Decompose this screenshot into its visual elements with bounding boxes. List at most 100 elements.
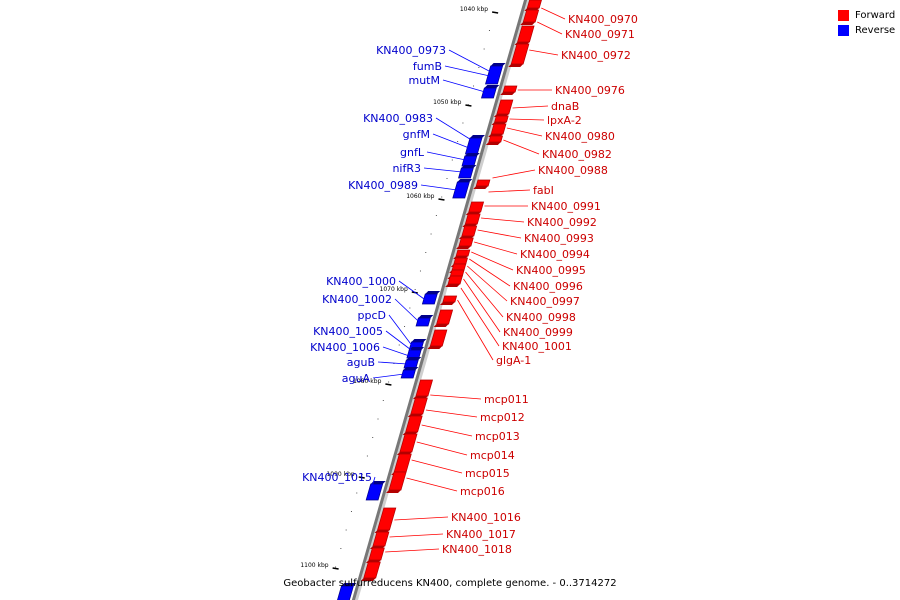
- tick-mark: [465, 104, 472, 107]
- reverse-gene-label: gnfL: [400, 146, 425, 159]
- minor-tick: [483, 48, 485, 50]
- leader-line: [425, 409, 478, 418]
- reverse-label: Reverse: [855, 25, 896, 36]
- minor-tick: [441, 196, 443, 198]
- forward-gene-label: mcp011: [484, 393, 529, 406]
- leader-line: [503, 139, 540, 155]
- tick-label: 1090 kbp: [326, 471, 354, 478]
- tick-mark: [332, 567, 339, 570]
- leader-line: [385, 548, 440, 553]
- forward-gene-label: KN400_1016: [451, 511, 521, 524]
- forward-gene-label: KN400_0980: [545, 130, 615, 143]
- minor-tick: [372, 437, 374, 438]
- backbone-line: [351, 0, 528, 600]
- reverse-gene-label: gnfM: [403, 128, 430, 141]
- reverse-gene: [365, 481, 386, 501]
- reverse-gene-label: fumB: [413, 60, 442, 73]
- legend-forward: Forward: [838, 8, 898, 23]
- leader-line: [372, 373, 405, 379]
- leader-line: [488, 189, 531, 193]
- leader-line: [435, 117, 472, 141]
- reverse-gene-label: KN400_1000: [326, 275, 396, 288]
- minor-tick: [478, 67, 480, 68]
- forward-gene: [433, 309, 454, 327]
- forward-gene-label: KN400_1018: [442, 543, 512, 556]
- leader-line: [385, 330, 412, 351]
- leader-line: [529, 49, 559, 56]
- minor-tick: [335, 566, 337, 568]
- gene-features: [337, 0, 542, 600]
- minor-tick: [467, 104, 469, 105]
- forward-gene-label: glgA-1: [496, 354, 531, 367]
- tick-marks: 1040 kbp 1050 kbp 1060 kbp 1070 kbp 1080 kbp…: [300, 6, 499, 586]
- tick-mark: [358, 476, 365, 479]
- leader-line: [388, 314, 413, 347]
- minor-tick: [473, 85, 475, 87]
- minor-tick: [366, 455, 368, 457]
- leader-line: [370, 476, 376, 493]
- minor-tick: [382, 400, 384, 401]
- reverse-gene: [458, 165, 477, 179]
- minor-tick: [377, 418, 379, 420]
- forward-gene-label: dnaB: [551, 100, 579, 113]
- reverse-gene: [403, 357, 422, 369]
- forward-gene: [445, 275, 463, 287]
- backbone-shadow: [354, 0, 531, 600]
- tick-mark: [438, 198, 445, 201]
- leader-line: [537, 21, 563, 35]
- leader-line: [442, 79, 486, 93]
- leader-line: [406, 477, 458, 492]
- reverse-gene-label: KN400_0983: [363, 112, 433, 125]
- leader-line: [411, 459, 463, 474]
- leader-line: [423, 167, 463, 173]
- reverse-gene-label: KN400_0989: [348, 179, 418, 192]
- legend: Forward Reverse: [838, 8, 898, 38]
- forward-gene: [412, 379, 434, 399]
- tick-label: 1050 kbp: [433, 99, 461, 106]
- leader-line: [463, 278, 501, 333]
- minor-tick: [356, 492, 358, 494]
- reverse-gene: [415, 315, 434, 327]
- tick-label: 1070 kbp: [380, 286, 408, 293]
- forward-gene-label: KN400_0988: [538, 164, 608, 177]
- leader-line: [512, 105, 549, 109]
- reverse-gene-label: aguB: [347, 356, 375, 369]
- forward-gene-label: KN400_0997: [510, 295, 580, 308]
- leader-line: [426, 151, 466, 161]
- reverse-gene-label: KN400_1002: [322, 293, 392, 306]
- minor-tick: [393, 363, 395, 364]
- genome-caption: Geobacter sulfurreducens KN400, complete…: [283, 578, 617, 589]
- minor-tick: [425, 252, 427, 253]
- forward-gene-label: KN400_0992: [527, 216, 597, 229]
- leader-line: [469, 258, 511, 287]
- minor-tick: [398, 344, 400, 346]
- leader-line: [382, 346, 410, 357]
- reverse-gene: [452, 179, 473, 199]
- tick-mark: [385, 383, 392, 386]
- forward-gene: [514, 25, 535, 45]
- minor-tick: [388, 381, 390, 383]
- forward-gene: [520, 9, 540, 25]
- leader-line: [541, 7, 566, 20]
- leader-line: [416, 441, 468, 456]
- forward-gene-label: KN400_0994: [520, 248, 590, 261]
- minor-tick: [462, 122, 464, 124]
- forward-gene-label: KN400_0970: [568, 13, 638, 26]
- reverse-gene: [485, 63, 506, 85]
- tick-label: 1100 kbp: [300, 562, 328, 569]
- reverse-gene-label: mutM: [409, 74, 441, 87]
- forward-gene-label: KN400_0976: [555, 84, 625, 97]
- reverse-gene: [461, 153, 480, 167]
- gene-labels: KN400_0970 KN400_0971 KN400_0972 KN400_0976…: [302, 7, 638, 556]
- reverse-gene-label: KN400_1015: [302, 471, 372, 484]
- leader-line: [506, 127, 543, 137]
- minor-tick: [409, 307, 411, 309]
- leader-line: [389, 533, 444, 538]
- leader-line: [394, 516, 449, 521]
- minor-tick: [404, 326, 406, 327]
- reverse-gene-label: KN400_0973: [376, 44, 446, 57]
- leader-line: [466, 265, 508, 302]
- minor-tick: [457, 141, 459, 142]
- reverse-gene: [400, 367, 419, 379]
